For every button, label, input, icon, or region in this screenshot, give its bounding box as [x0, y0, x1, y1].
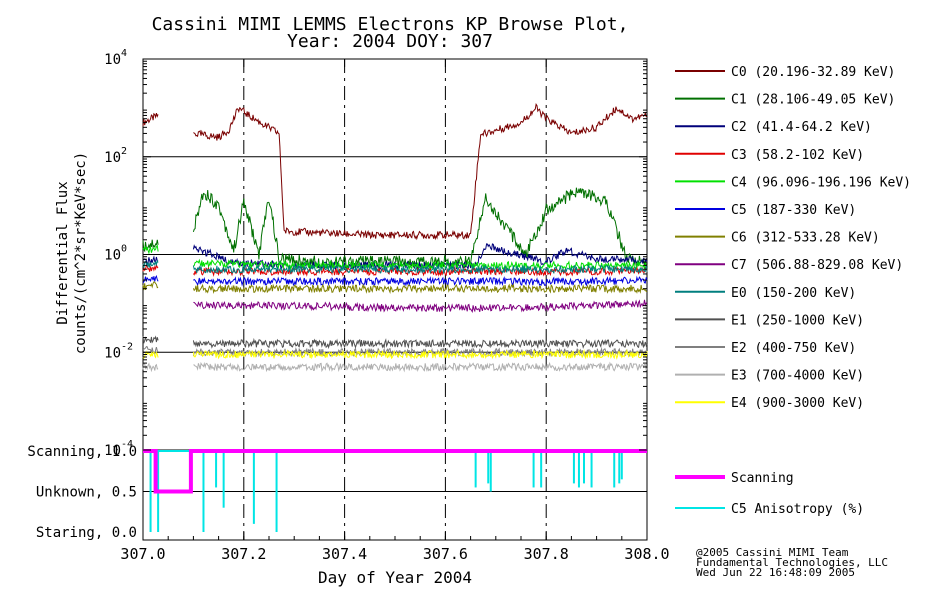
y-tick-exponent: 0	[121, 244, 127, 255]
x-ticks: 307.0 307.2 307.4 307.6 307.8 308.0	[120, 59, 670, 563]
legend-label: E1 (250-1000 KeV)	[731, 313, 864, 328]
legend-label: C4 (96.096-196.196 KeV)	[731, 175, 911, 190]
x-tick-label: 307.2	[221, 545, 266, 563]
y-tick-label: 10	[104, 52, 121, 68]
y-tick-exponent: -4	[121, 439, 133, 450]
flux-series-line	[193, 102, 648, 241]
flux-series-line	[142, 362, 159, 373]
footer-copyright: @2005 Cassini MIMI Team	[696, 546, 849, 559]
legend-label: E3 (700-4000 KeV)	[731, 369, 864, 384]
y-tick-exponent: -2	[121, 341, 133, 352]
mode-series-group	[143, 449, 647, 532]
legend-label: C6 (312-533.28 KeV)	[731, 231, 880, 246]
flux-series-line	[193, 361, 648, 373]
legend-label: E4 (900-3000 KeV)	[731, 396, 864, 411]
x-tick-label: 307.4	[322, 545, 367, 563]
legend-label: E2 (400-750 KeV)	[731, 341, 856, 356]
flux-series-line	[142, 239, 159, 253]
legend-label: C1 (28.106-49.05 KeV)	[731, 93, 895, 108]
footer-company: Fundamental Technologies, LLC	[696, 556, 888, 569]
flux-series-line	[193, 299, 648, 313]
flux-series-line	[142, 281, 159, 291]
flux-series-line	[142, 350, 159, 360]
legend-label: Scanning	[731, 471, 794, 486]
legend-label: C5 Anisotropy (%)	[731, 502, 864, 517]
x-tick-label: 307.8	[524, 545, 569, 563]
flux-series-line	[193, 275, 648, 287]
flux-series-line	[192, 349, 648, 360]
flux-series-line	[142, 274, 159, 284]
x-tick-label: 307.0	[120, 545, 165, 563]
flux-series-line	[192, 263, 648, 275]
chart-subtitle: Year: 2004 DOY: 307	[287, 31, 493, 52]
flux-legend: C0 (20.196-32.89 KeV) C1 (28.106-49.05 Ke…	[675, 65, 911, 411]
y-axis-units: counts/(cm^2*sr*KeV*sec)	[73, 152, 89, 354]
legend-label: C0 (20.196-32.89 KeV)	[731, 65, 895, 80]
x-tick-label: 307.6	[423, 545, 468, 563]
chart-title: Cassini MIMI LEMMS Electrons KP Browse P…	[152, 14, 629, 35]
flux-series-line	[142, 346, 159, 355]
flux-series-line	[142, 335, 159, 344]
y-tick-exponent: 4	[121, 48, 127, 59]
x-tick-label: 308.0	[624, 545, 669, 563]
y-tick-label: 10	[104, 150, 121, 166]
y-axis-label: Differential Flux	[55, 181, 71, 324]
legend-label: C7 (506.88-829.08 KeV)	[731, 258, 903, 273]
mode-y-ticks: Scanning, 1.0 Unknown, 0.5 Staring, 0.0	[27, 444, 137, 541]
mode-panel-frame	[142, 449, 648, 541]
x-axis-label: Day of Year 2004	[318, 568, 472, 587]
legend-label: C5 (187-330 KeV)	[731, 203, 856, 218]
legend-label: C2 (41.4-64.2 KeV)	[731, 120, 872, 135]
y-tick-label: 10	[104, 248, 121, 264]
flux-grid	[143, 59, 647, 450]
legend-label: C3 (58.2-102 KeV)	[731, 148, 864, 163]
flux-series-line	[142, 244, 159, 255]
mode-y-tick-label: Unknown, 0.5	[36, 485, 137, 501]
y-tick-label: 10	[104, 345, 121, 361]
footer-date: Wed Jun 22 16:48:09 2005	[696, 566, 855, 579]
flux-series-line	[142, 112, 159, 127]
y-tick-label: 10	[104, 443, 121, 459]
flux-series-group	[142, 102, 648, 373]
y-tick-exponent: 2	[121, 146, 127, 157]
mode-y-tick-label: Staring, 0.0	[36, 525, 137, 541]
flux-series-line	[192, 243, 648, 271]
mode-grid	[143, 450, 647, 540]
mode-legend: Scanning C5 Anisotropy (%)	[675, 471, 864, 517]
scanning-line	[143, 449, 647, 494]
mode-y-tick-label: Scanning, 1.0	[27, 444, 137, 460]
legend-label: E0 (150-200 KeV)	[731, 286, 856, 301]
flux-series-line	[192, 337, 648, 350]
flux-series-line	[192, 187, 648, 270]
flux-series-line	[192, 283, 648, 295]
